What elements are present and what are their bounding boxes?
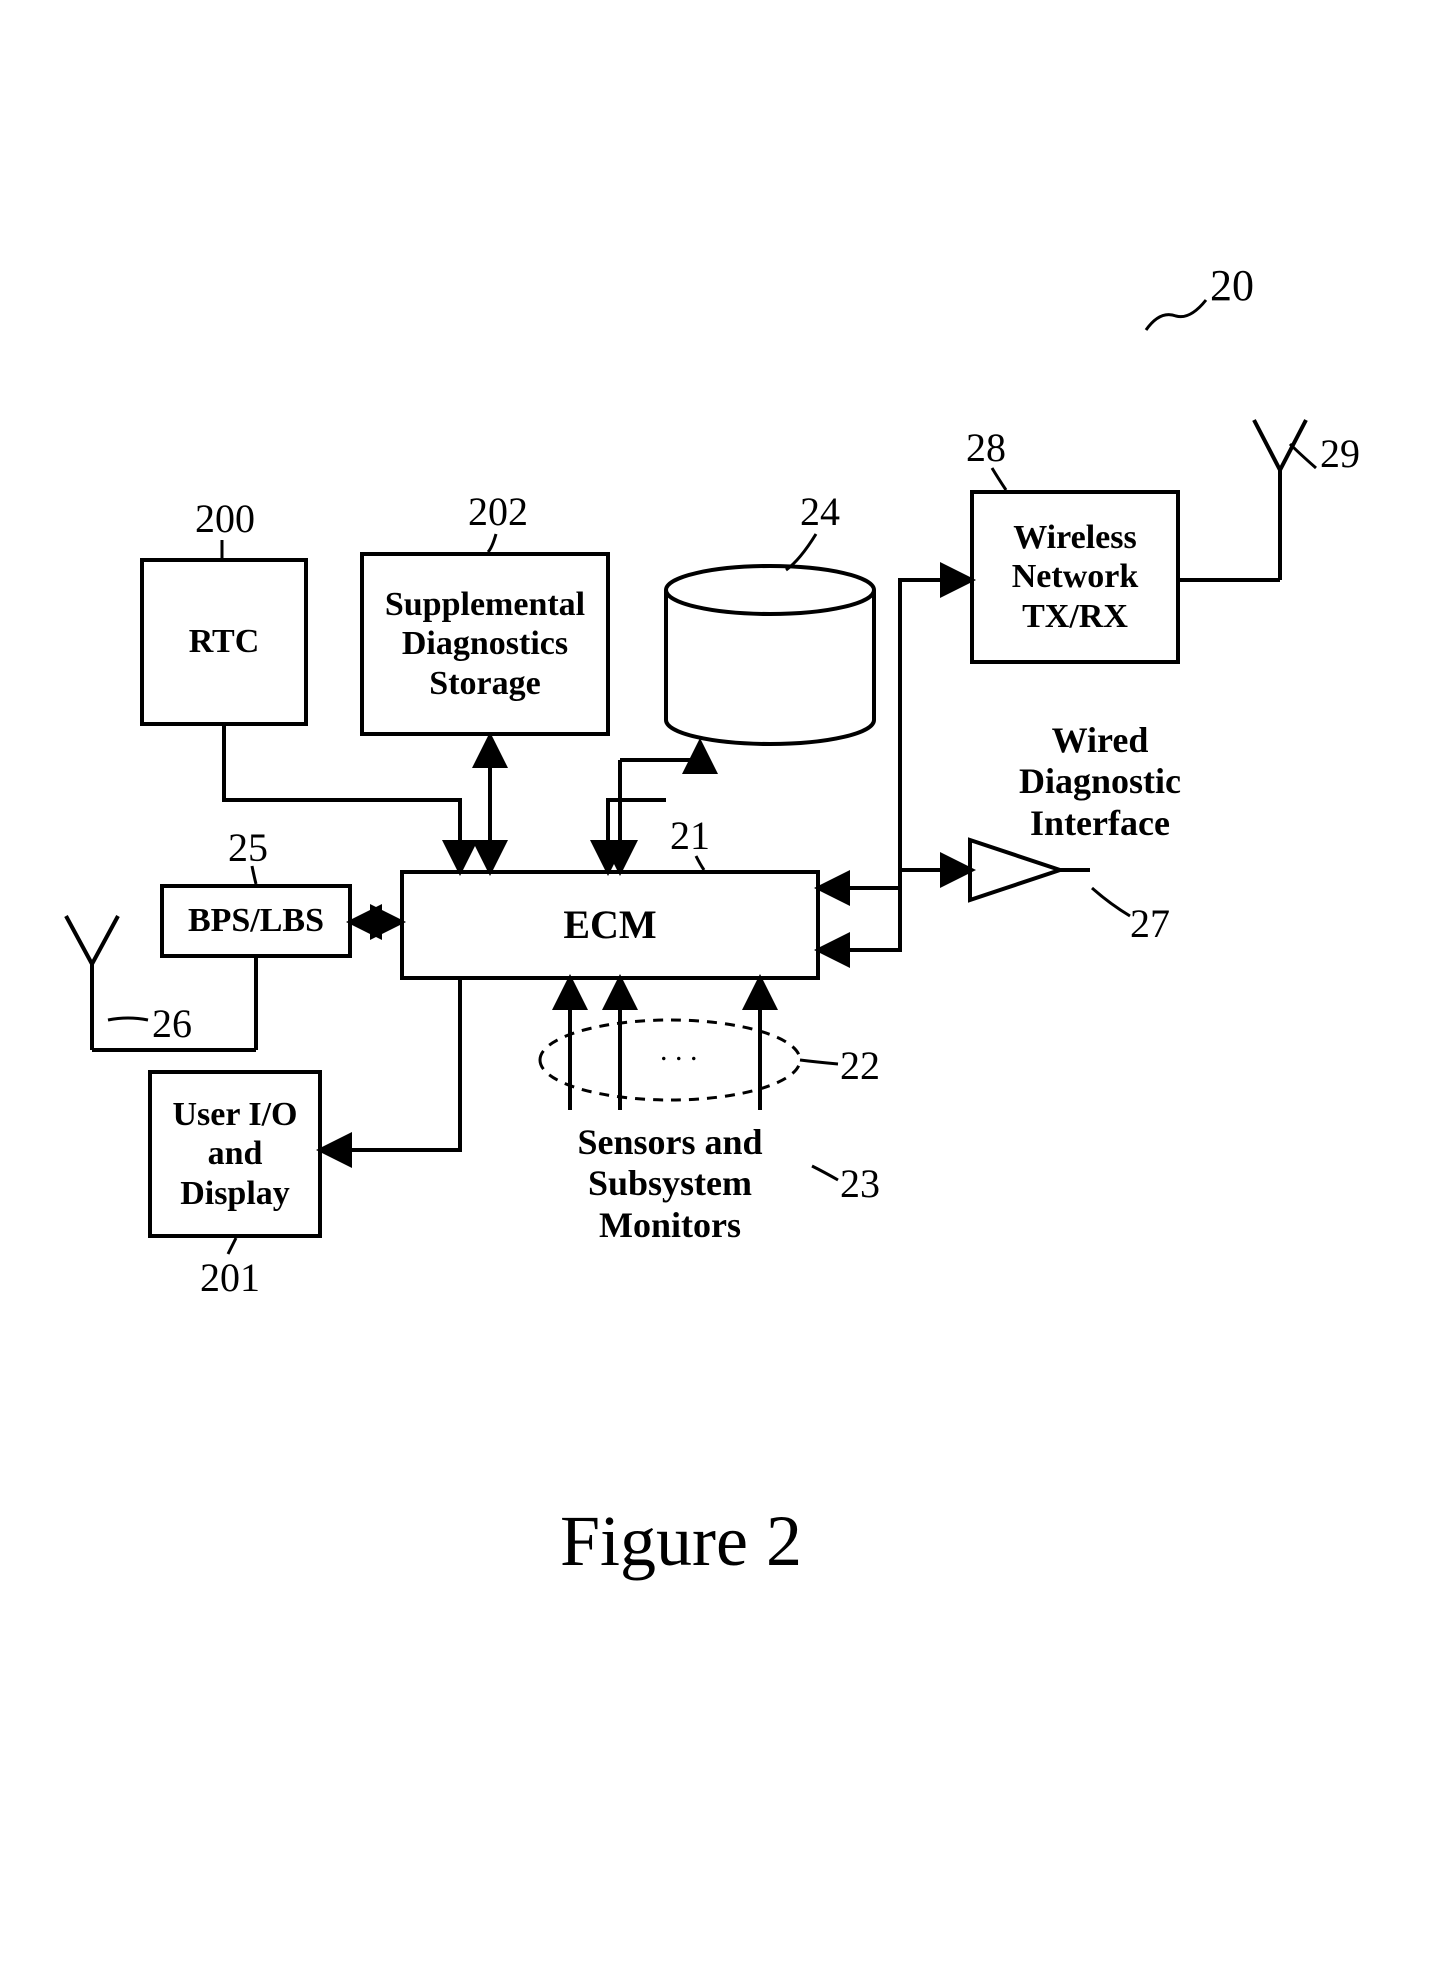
wireless-block: Wireless Network TX/RX — [970, 490, 1180, 664]
dtc-label-text: DTC Records — [690, 610, 850, 688]
supp-label: Supplemental Diagnostics Storage — [385, 585, 585, 702]
sensors-label-text: Sensors and Subsystem Monitors — [530, 1122, 810, 1246]
rtc-ref: 200 — [195, 495, 255, 542]
wired-jack-icon — [970, 840, 1090, 900]
figure-caption: Figure 2 — [560, 1500, 802, 1583]
wireless-ant-ref: 29 — [1320, 430, 1360, 477]
wired-label: Wired Diagnostic Interface — [1019, 720, 1181, 843]
bps-ref: 25 — [228, 824, 268, 871]
svg-text:. . .: . . . — [660, 1034, 698, 1067]
userio-ref: 201 — [200, 1254, 260, 1301]
dtc-to-ecm-arrow — [608, 744, 666, 870]
ecm-block: ECM — [400, 870, 820, 980]
ecm-to-userio-arrow — [322, 980, 460, 1150]
sensors-bundle-ellipse — [540, 1020, 800, 1100]
sensors-label: Sensors and Subsystem Monitors — [577, 1122, 762, 1245]
sensors-bundle-ref: 22 — [840, 1042, 880, 1089]
wireless-label: Wireless Network TX/RX — [1012, 518, 1139, 635]
wired-ref: 27 — [1130, 900, 1170, 947]
supp-ref: 202 — [468, 488, 528, 535]
bps-label: BPS/LBS — [188, 901, 324, 940]
ecm-ref: 21 — [670, 812, 710, 859]
wired-label-text: Wired Diagnostic Interface — [990, 720, 1210, 844]
wireless-ref: 28 — [966, 424, 1006, 471]
bps-block: BPS/LBS — [160, 884, 352, 958]
dtc-ref: 24 — [800, 488, 840, 535]
userio-block: User I/O and Display — [148, 1070, 322, 1238]
sensors-to-ecm-arrows: . . . — [570, 980, 760, 1110]
rtc-label: RTC — [189, 622, 260, 661]
supp-block: Supplemental Diagnostics Storage — [360, 552, 610, 736]
rtc-block: RTC — [140, 558, 308, 726]
userio-label: User I/O and Display — [173, 1095, 298, 1212]
sensors-ref: 23 — [840, 1160, 880, 1207]
system-ref: 20 — [1210, 260, 1254, 311]
dtc-label: DTC Records — [711, 611, 830, 687]
ecm-label: ECM — [563, 902, 656, 948]
wireless-antenna-icon — [1180, 420, 1306, 580]
ecm-to-wired-arrow — [820, 870, 970, 950]
bps-ant-ref: 26 — [152, 1000, 192, 1047]
